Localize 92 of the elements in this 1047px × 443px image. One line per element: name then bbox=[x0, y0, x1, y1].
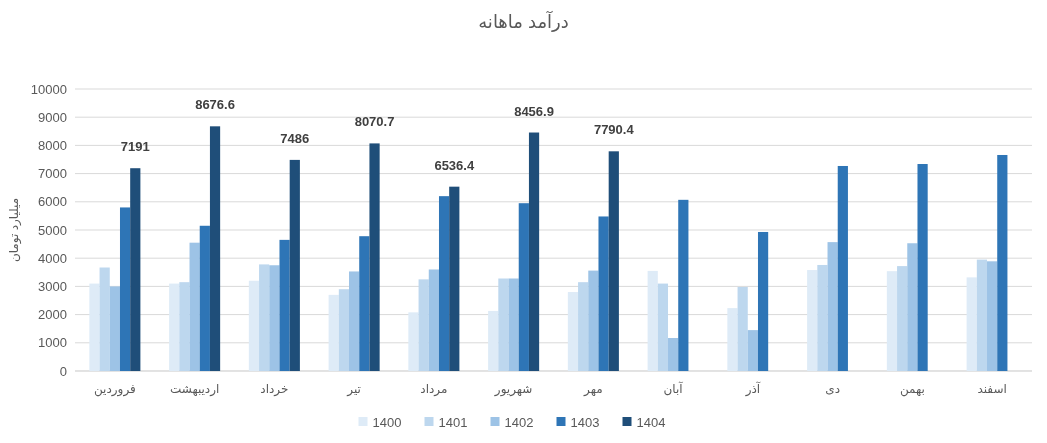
y-tick-label: 2000 bbox=[38, 307, 67, 323]
bar bbox=[508, 278, 519, 371]
bar bbox=[259, 264, 270, 371]
x-tick-label: دی bbox=[825, 382, 840, 396]
x-tick-label: مهر bbox=[583, 382, 603, 397]
bar bbox=[418, 279, 429, 371]
bar bbox=[528, 132, 540, 371]
bar bbox=[917, 164, 928, 371]
bar bbox=[668, 338, 679, 371]
legend-label: 1403 bbox=[570, 414, 600, 430]
bar bbox=[289, 159, 300, 371]
bar bbox=[997, 154, 1008, 371]
bar bbox=[657, 283, 669, 371]
bar bbox=[169, 283, 180, 371]
bar bbox=[976, 259, 988, 371]
chart-title: درآمد ماهانه bbox=[478, 10, 569, 32]
y-tick-label: 0 bbox=[59, 363, 67, 379]
legend-label: 1400 bbox=[372, 414, 402, 430]
y-tick-label: 7000 bbox=[38, 166, 67, 182]
x-tick-label: خرداد bbox=[260, 382, 289, 397]
bar bbox=[328, 294, 339, 371]
bar bbox=[727, 308, 738, 371]
y-tick-label: 5000 bbox=[38, 222, 67, 238]
data-label: 7191 bbox=[120, 139, 150, 155]
y-tick-label: 4000 bbox=[38, 250, 67, 266]
bar bbox=[438, 196, 450, 371]
y-tick-label: 10000 bbox=[30, 81, 67, 97]
y-tick-label: 6000 bbox=[38, 194, 67, 210]
bar bbox=[817, 264, 828, 371]
bar bbox=[369, 143, 380, 371]
y-tick-label: 9000 bbox=[38, 109, 67, 125]
bar bbox=[199, 225, 210, 371]
bar bbox=[987, 261, 998, 371]
bar bbox=[747, 330, 758, 371]
bar bbox=[269, 265, 280, 371]
data-label: 7486 bbox=[280, 130, 310, 146]
bar bbox=[907, 243, 918, 371]
bar bbox=[449, 186, 460, 371]
bar bbox=[757, 231, 769, 371]
x-tick-label: تیر bbox=[346, 382, 361, 397]
bar bbox=[130, 168, 141, 371]
bar bbox=[897, 266, 908, 371]
bar bbox=[678, 199, 689, 371]
bar bbox=[966, 277, 977, 371]
bar bbox=[359, 236, 370, 371]
bar bbox=[498, 278, 509, 371]
bar bbox=[588, 270, 599, 371]
x-tick-label: بهمن bbox=[899, 382, 925, 397]
bar bbox=[408, 312, 419, 371]
bar bbox=[349, 271, 360, 371]
legend-label: 1404 bbox=[636, 414, 666, 430]
bar bbox=[886, 271, 898, 371]
bar bbox=[248, 280, 260, 371]
bar bbox=[189, 242, 200, 371]
y-tick-label: 3000 bbox=[38, 278, 67, 294]
bar bbox=[567, 292, 579, 371]
y-tick-label: 1000 bbox=[38, 335, 67, 351]
y-axis-title: میلیارد تومان bbox=[7, 197, 22, 263]
bar bbox=[488, 310, 499, 371]
bar bbox=[89, 283, 100, 371]
data-label: 7790.4 bbox=[593, 122, 635, 138]
x-tick-label: فروردین bbox=[93, 382, 136, 397]
bar bbox=[209, 126, 221, 371]
bar bbox=[338, 289, 350, 371]
data-label: 8456.9 bbox=[514, 103, 554, 119]
bar bbox=[598, 216, 609, 371]
legend-label: 1401 bbox=[438, 414, 468, 430]
x-tick-label: اسفند bbox=[977, 382, 1007, 396]
bar bbox=[428, 269, 439, 371]
x-tick-label: آذر bbox=[744, 381, 761, 397]
bar bbox=[737, 286, 748, 371]
data-label: 8676.6 bbox=[195, 97, 235, 113]
y-tick-label: 8000 bbox=[38, 137, 67, 153]
x-tick-label: شهریور bbox=[493, 382, 533, 397]
bar bbox=[99, 267, 110, 371]
legend-label: 1402 bbox=[504, 414, 534, 430]
bar bbox=[608, 151, 619, 371]
data-label: 8070.7 bbox=[354, 114, 395, 130]
bar bbox=[837, 165, 848, 371]
bar bbox=[647, 270, 658, 371]
x-tick-label: اردیبهشت bbox=[169, 382, 220, 397]
bar bbox=[518, 203, 529, 371]
bar bbox=[109, 286, 120, 371]
bar bbox=[578, 282, 589, 371]
bar bbox=[119, 207, 131, 371]
bar bbox=[279, 239, 290, 371]
bar bbox=[827, 242, 838, 371]
data-label: 6536.4 bbox=[434, 157, 475, 173]
bar bbox=[179, 282, 190, 371]
x-tick-label: مرداد bbox=[420, 382, 448, 397]
bar bbox=[807, 270, 818, 371]
x-tick-label: آبان bbox=[663, 381, 684, 396]
